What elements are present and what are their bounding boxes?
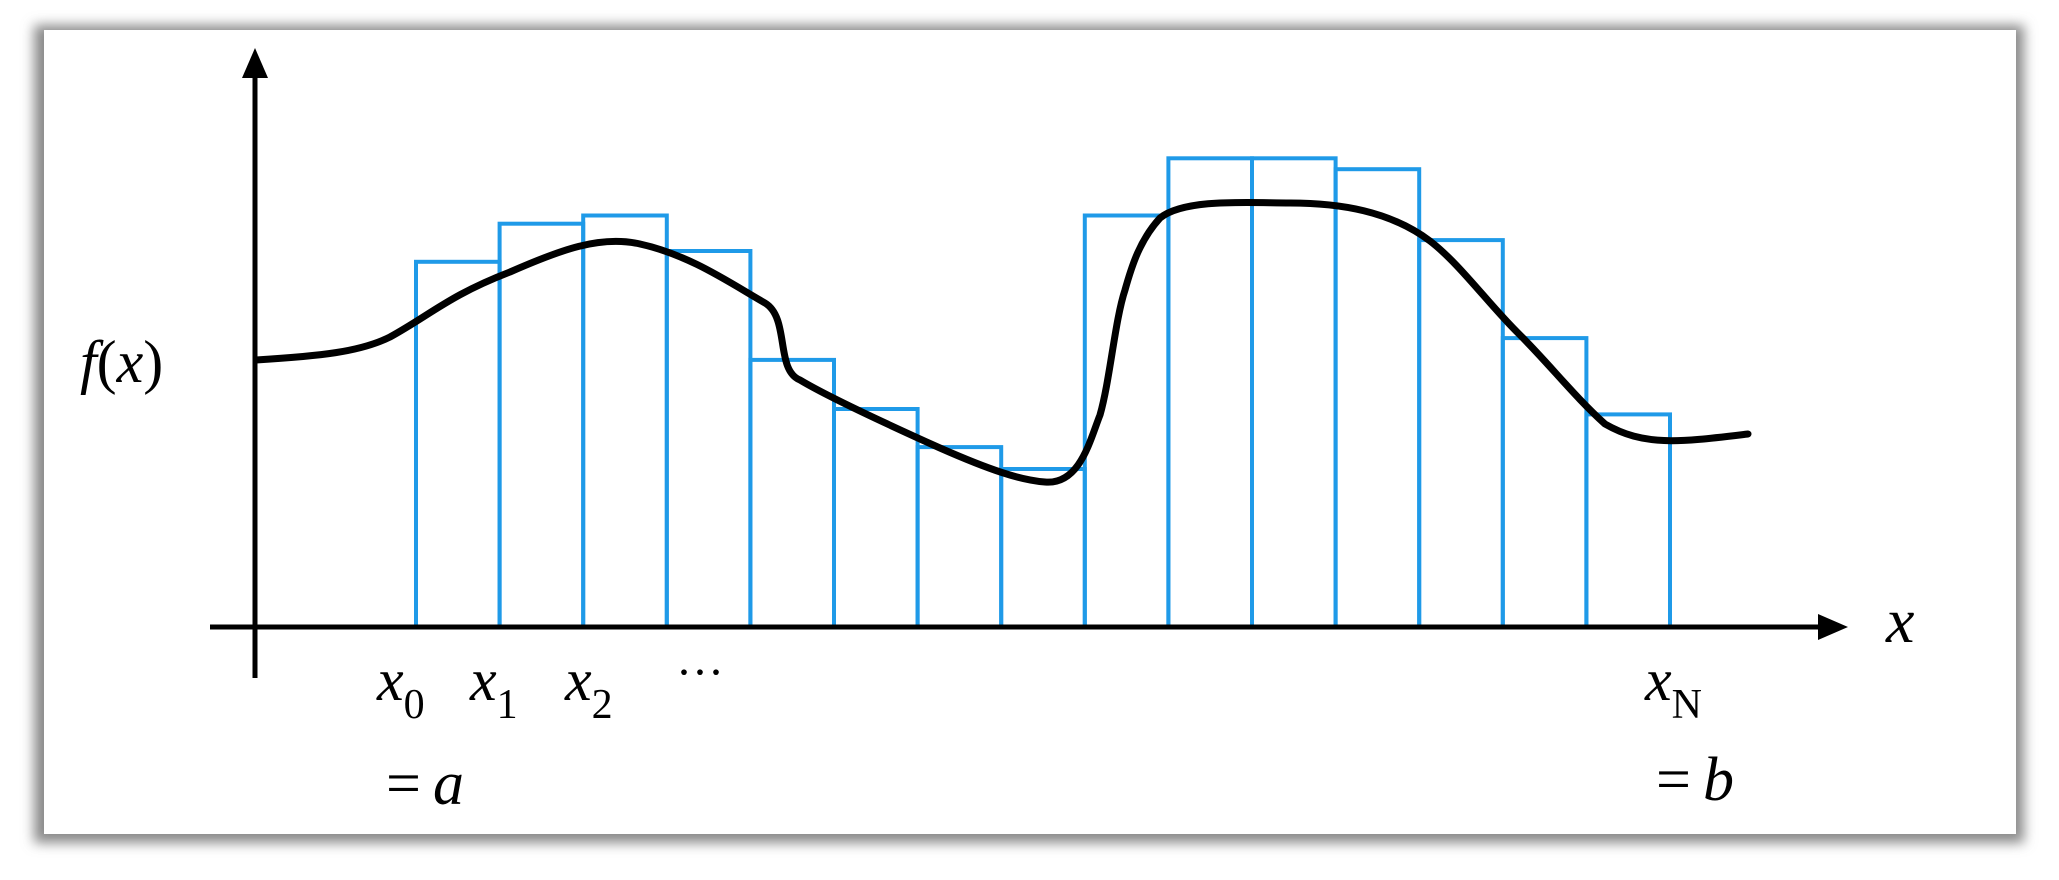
frame <box>44 30 2016 834</box>
y-label-var: x <box>116 329 144 395</box>
endpoint-a-label: = a <box>386 750 464 818</box>
tick-label-xN: xN <box>1644 647 1702 728</box>
x-axis-label: x <box>1885 585 1914 656</box>
y-axis-label: f(x) <box>80 329 163 395</box>
endpoint-b-label: = b <box>1656 746 1734 814</box>
tick-label-x1: x1 <box>469 647 518 728</box>
y-label-open-paren: ( <box>97 329 117 395</box>
x-axis-arrowhead <box>1818 614 1848 640</box>
function-curve <box>252 198 1752 486</box>
y-label-close-paren: ) <box>143 329 163 395</box>
tick-label-x2: x2 <box>564 647 613 728</box>
tick-ellipsis: ··· <box>676 646 724 699</box>
tick-label-x0: x0 <box>376 647 425 728</box>
y-axis-arrowhead <box>242 48 268 78</box>
